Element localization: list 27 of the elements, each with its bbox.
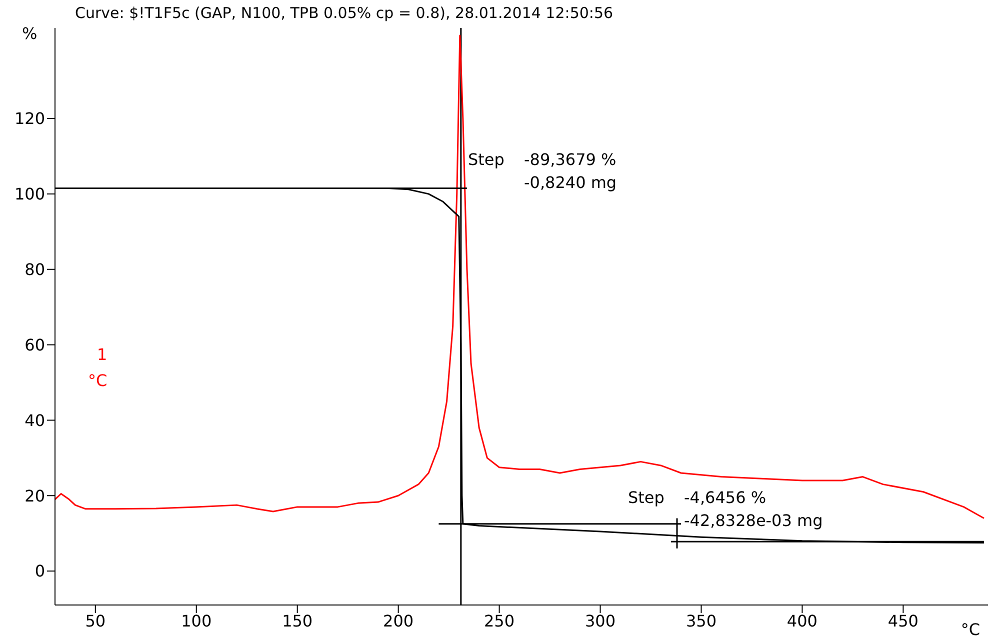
x-tick-label: 100 (181, 611, 212, 630)
x-tick-label: 400 (786, 611, 818, 630)
annotation: -42,8328e-03 mg (684, 511, 823, 530)
y-tick-label: 20 (24, 486, 45, 506)
x-tick-label: 450 (888, 611, 918, 630)
chart-title: Curve: $!T1F5c (GAP, N100, TPB 0.05% cp = 0.8), 28.01.2014 12:50:56 (75, 4, 614, 22)
y-tick-label: 0 (34, 562, 45, 581)
annotation: -0,8240 mg (524, 173, 617, 192)
x-tick-label: 300 (584, 611, 616, 630)
x-tick-label: 150 (282, 611, 313, 630)
y-axis-title: % (22, 24, 38, 43)
y-tick-label: 100 (14, 184, 45, 204)
y-tick-label: 120 (14, 109, 45, 128)
annotation: -4,6456 % (684, 488, 766, 507)
annotation: Step (628, 488, 664, 507)
x-tick-label: 50 (85, 611, 106, 630)
x-axis-title: °C (960, 620, 980, 639)
annotation: -89,3679 % (524, 150, 616, 169)
x-tick-label: 350 (686, 611, 717, 630)
x-tick-label: 200 (383, 611, 414, 630)
y-tick-label: 60 (24, 335, 45, 354)
x-tick-label: 250 (484, 611, 515, 630)
y-tick-label: 80 (24, 260, 45, 280)
annotation: 1 (97, 345, 108, 364)
annotation: °C (88, 371, 108, 390)
y-tick-label: 40 (24, 410, 45, 430)
annotation: Step (468, 150, 504, 169)
